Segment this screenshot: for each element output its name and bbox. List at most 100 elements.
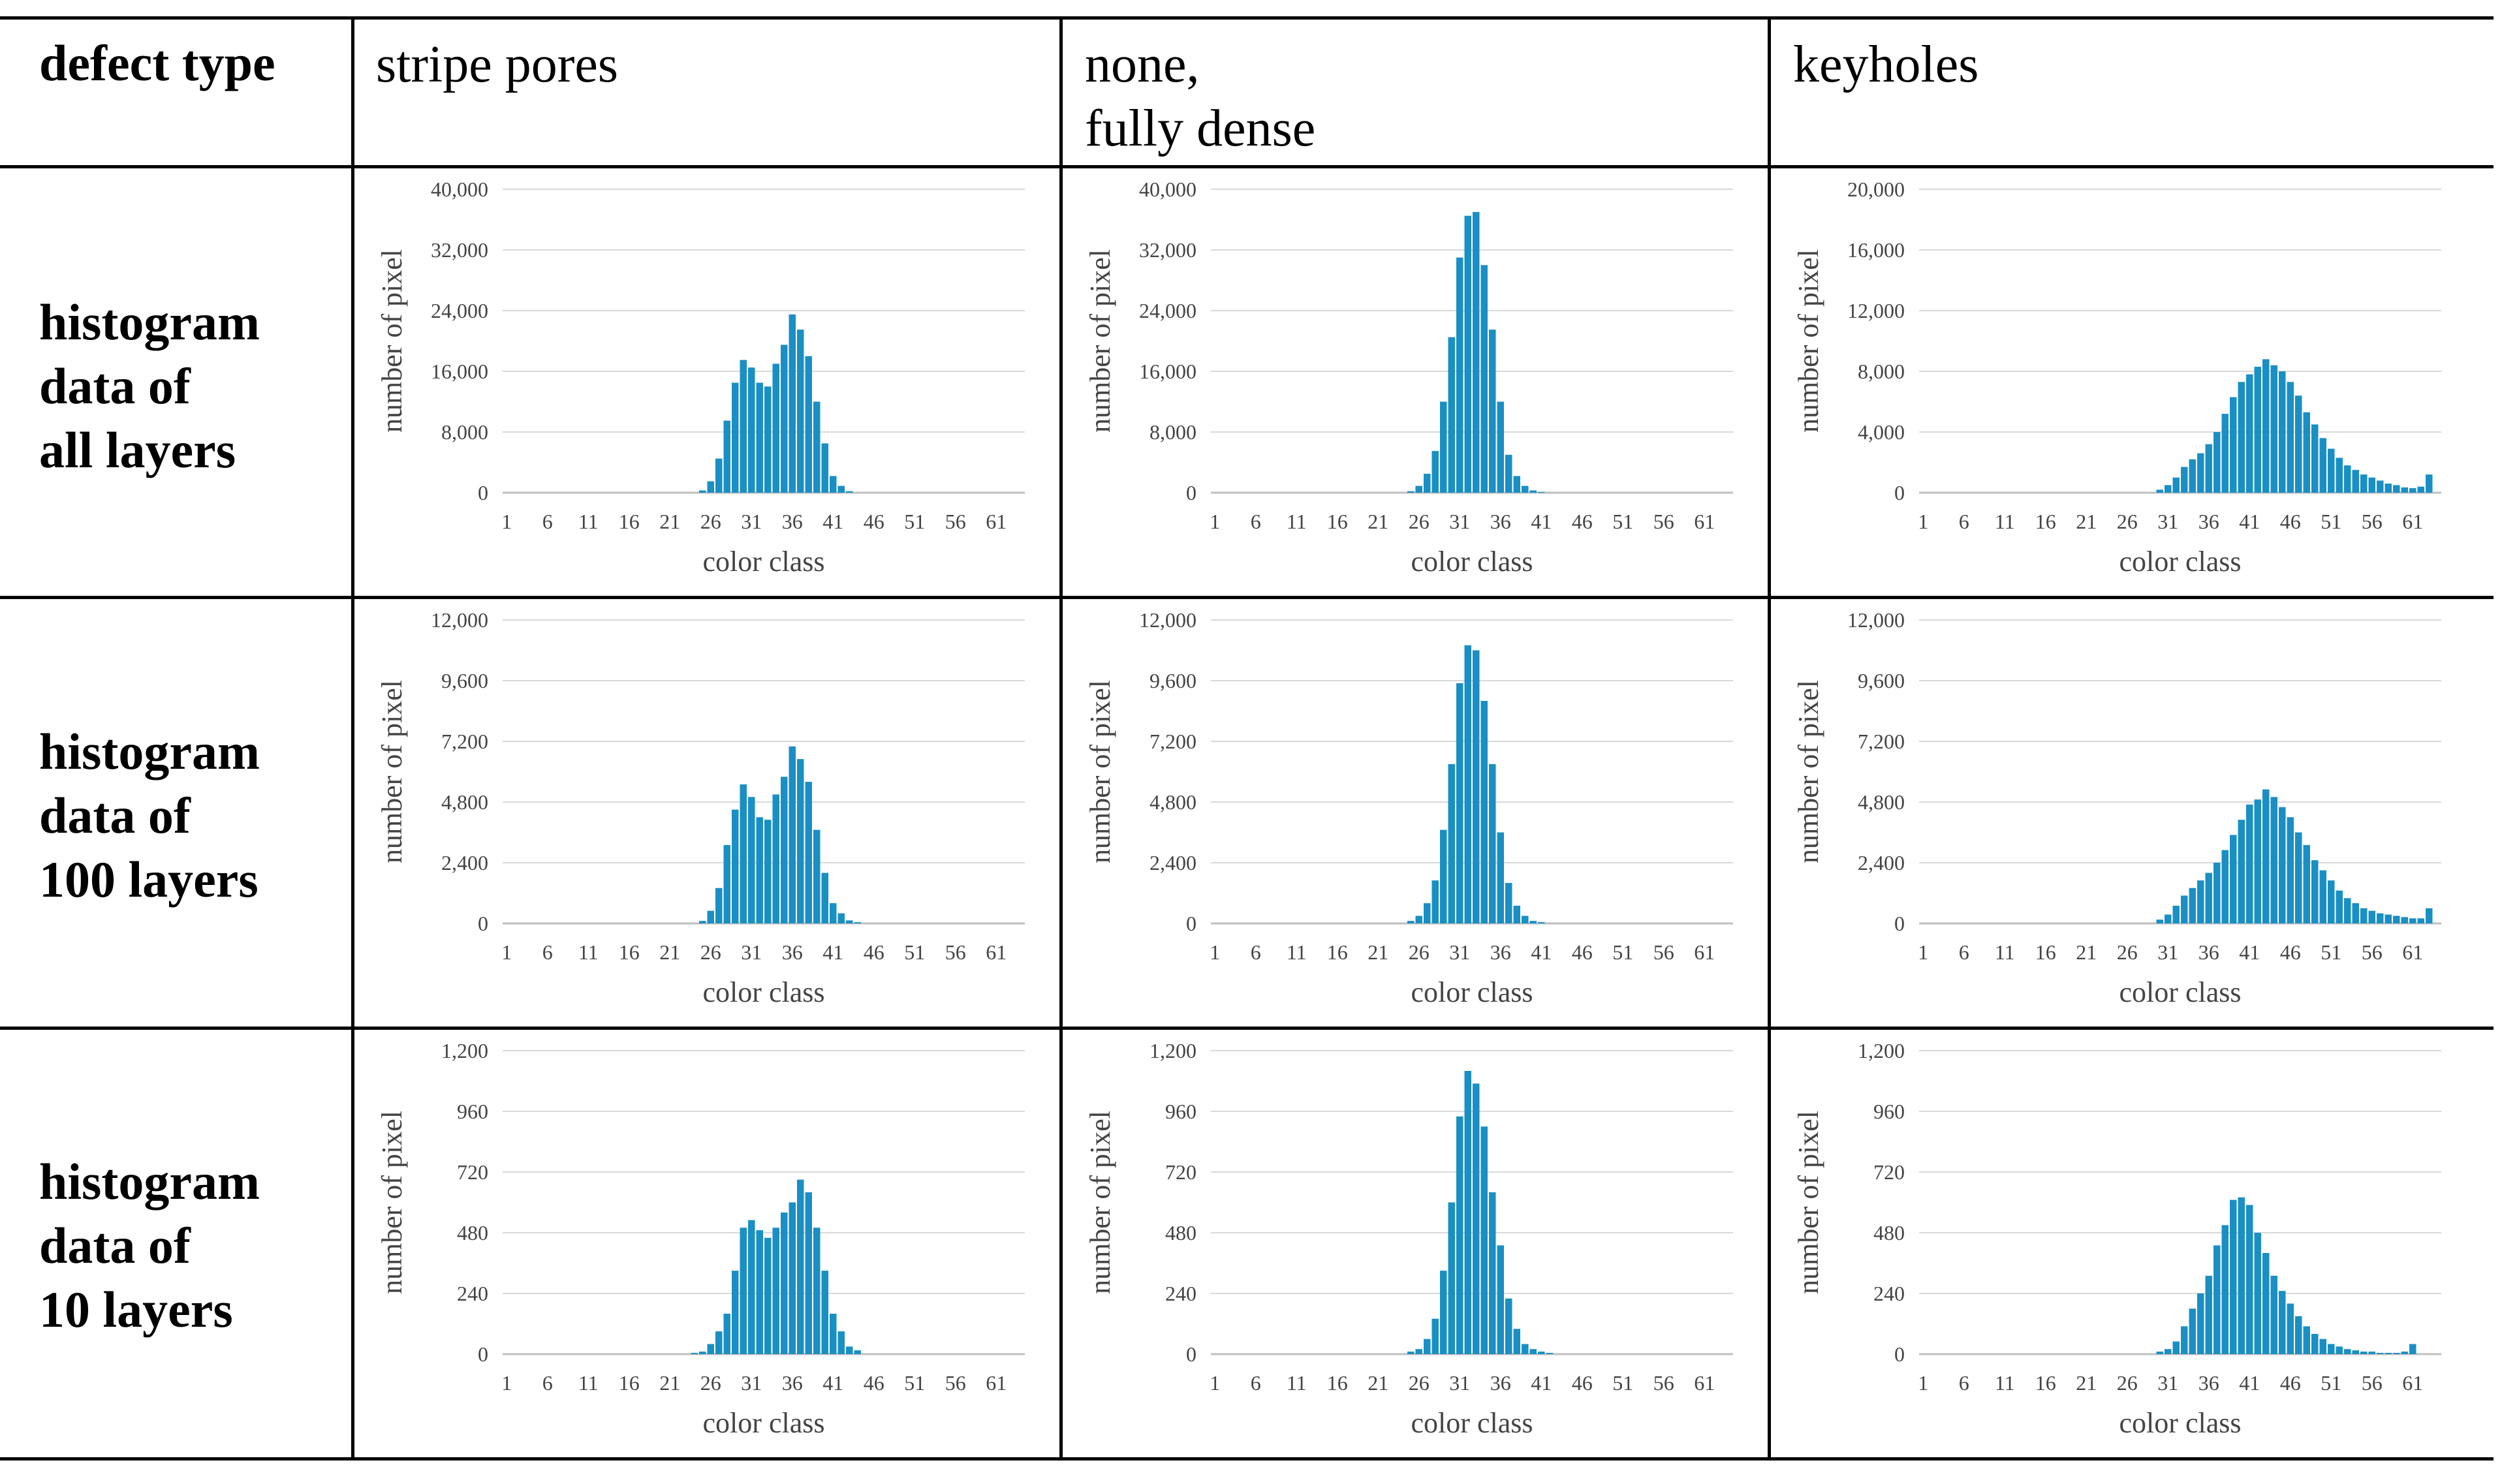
histogram-bar [732, 382, 739, 493]
histogram-bar [2360, 908, 2368, 923]
x-tick-label: 36 [1490, 1371, 1511, 1395]
histogram-bar [2401, 487, 2408, 493]
row-label-10-layers: histogram data of 10 layers [39, 1150, 260, 1342]
x-tick-label: 56 [945, 940, 966, 964]
histogram-bar [2393, 1353, 2400, 1354]
histogram-bar [2189, 1308, 2196, 1354]
histogram-bar [715, 458, 723, 493]
x-tick-label: 51 [1612, 940, 1633, 964]
table-rule-header [0, 165, 2494, 168]
histogram-bar [2368, 477, 2375, 493]
histogram-bar [2409, 488, 2416, 493]
histogram-bar [2319, 1338, 2326, 1354]
histogram-bar [813, 1228, 821, 1354]
histogram-bar [2295, 1316, 2302, 1354]
x-tick-label: 16 [2035, 940, 2056, 964]
x-tick-label: 16 [619, 940, 640, 964]
x-tick-label: 31 [741, 1371, 762, 1395]
histogram-bar [1456, 683, 1463, 923]
y-tick-label: 12,000 [431, 608, 488, 632]
y-tick-label: 24,000 [1139, 299, 1196, 322]
x-tick-label: 26 [1409, 510, 1430, 533]
y-tick-label: 240 [1165, 1282, 1196, 1305]
x-tick-label: 36 [2198, 510, 2219, 533]
histogram-bar [2156, 1352, 2163, 1354]
histogram-bar [2262, 359, 2270, 493]
y-tick-label: 9,600 [1149, 669, 1196, 692]
x-tick-label: 31 [741, 940, 762, 964]
x-tick-label: 21 [2076, 1371, 2097, 1395]
y-tick-label: 7,200 [441, 730, 488, 753]
y-tick-label: 32,000 [1139, 238, 1196, 262]
histogram-bar [1480, 1126, 1488, 1354]
histogram-bar [797, 759, 804, 923]
histogram-bar [2287, 817, 2294, 923]
histogram-bar [781, 345, 788, 493]
x-tick-label: 1 [1918, 510, 1928, 533]
histogram-bar [2393, 485, 2400, 493]
x-tick-label: 11 [578, 940, 599, 964]
histogram-bar [846, 491, 853, 493]
x-tick-label: 6 [1959, 940, 1969, 964]
histogram-bar [1456, 257, 1463, 493]
histogram-bar [2262, 789, 2270, 923]
histogram-bar [2319, 438, 2326, 493]
x-tick-label: 11 [1995, 940, 2015, 964]
histogram-bar [2368, 1352, 2375, 1354]
x-tick-label: 61 [2402, 510, 2423, 533]
x-tick-label: 56 [1653, 510, 1674, 533]
x-tick-label: 46 [864, 1371, 884, 1395]
y-tick-label: 720 [1873, 1160, 1905, 1184]
histogram-bar [1522, 916, 1529, 923]
histogram-bar [1424, 473, 1431, 493]
table-rule-row1 [0, 596, 2494, 599]
histogram-bar [789, 746, 796, 923]
histogram-bar [772, 363, 779, 493]
histogram-bar [748, 1220, 755, 1354]
histogram-bar [2344, 1349, 2351, 1354]
histogram-bar [854, 1350, 861, 1354]
x-tick-label: 46 [864, 940, 884, 964]
histogram-bar [707, 481, 714, 493]
row-label-line: histogram [39, 723, 260, 780]
x-tick-label: 6 [1251, 510, 1261, 533]
histogram-bar [854, 922, 861, 923]
x-tick-label: 26 [1409, 940, 1430, 964]
x-tick-label: 16 [1327, 510, 1348, 533]
histogram-bar [2238, 820, 2245, 923]
histogram-bar [2311, 1334, 2319, 1354]
histogram-bar [805, 782, 812, 923]
x-axis-label: color class [703, 976, 825, 1008]
histogram-bar [2238, 1197, 2245, 1354]
x-tick-label: 56 [2362, 1371, 2383, 1395]
x-tick-label: 41 [822, 1371, 843, 1395]
x-tick-label: 36 [2198, 1371, 2219, 1395]
x-tick-label: 61 [2402, 940, 2423, 964]
x-tick-label: 1 [1210, 940, 1220, 964]
histogram-bar [2197, 453, 2204, 493]
histogram-bar [748, 367, 755, 493]
histogram-bar [732, 1271, 739, 1354]
histogram-bar [2254, 367, 2261, 493]
x-axis-label: color class [1411, 976, 1533, 1008]
header-none-fully-dense: none, fully dense [1085, 36, 1316, 157]
x-tick-label: 61 [986, 940, 1007, 964]
x-tick-label: 41 [2239, 510, 2260, 533]
histogram-bar [2344, 898, 2351, 923]
x-tick-label: 41 [2239, 1371, 2260, 1395]
histogram-bar [1489, 330, 1496, 493]
x-axis-label: color class [1411, 546, 1533, 578]
x-tick-label: 31 [1449, 510, 1470, 533]
histogram-bar [2352, 903, 2359, 923]
histogram-bar [707, 910, 714, 923]
histogram-bar [2426, 474, 2433, 493]
histogram-bar [2213, 1245, 2221, 1354]
x-tick-label: 36 [782, 1371, 803, 1395]
histogram-bar [1440, 1271, 1447, 1354]
histogram-bar [2311, 424, 2319, 493]
histogram-bar [2328, 448, 2335, 493]
histogram-bar [2172, 905, 2180, 923]
x-tick-label: 46 [1572, 940, 1593, 964]
